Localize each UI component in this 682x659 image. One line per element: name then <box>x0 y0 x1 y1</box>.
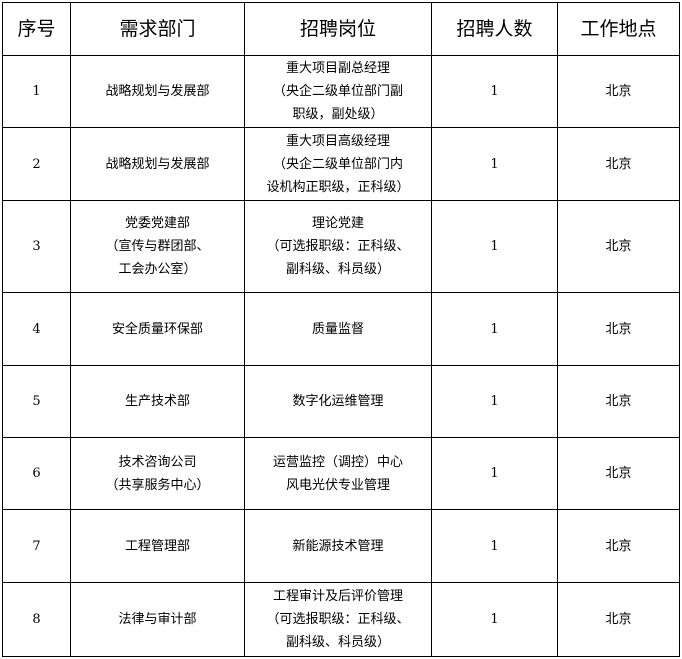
header-location: 工作地点 <box>557 2 680 56</box>
location: 北京 <box>557 582 680 657</box>
header-row: 序号 需求部门 招聘岗位 招聘人数 工作地点 <box>2 2 680 56</box>
department: 法律与审计部 <box>70 582 245 657</box>
department-line: （共享服务中心） <box>105 477 210 493</box>
headcount: 1 <box>431 509 558 583</box>
position: 重大项目副总经理 （央企二级单位部门副 职级，副处级） <box>244 55 432 128</box>
department-line: （宣传与群团部、 <box>105 239 210 254</box>
position: 新能源技术管理 <box>244 509 432 583</box>
position: 数字化运维管理 <box>244 365 432 438</box>
row-number: 1 <box>2 55 71 128</box>
row-number: 7 <box>2 509 71 583</box>
position: 理论党建 （可选报职级：正科级、 副科级、科员级） <box>244 200 432 293</box>
position-line: 工程审计及后评价管理 <box>272 589 403 604</box>
position-line: 理论党建 <box>311 216 364 231</box>
position-line: 重大项目副总经理 <box>285 61 390 76</box>
location: 北京 <box>557 365 680 438</box>
headcount: 1 <box>431 437 558 510</box>
header-no: 序号 <box>2 2 71 56</box>
department: 党委党建部 （宣传与群团部、 工会办公室） <box>70 200 245 293</box>
department-line: 工会办公室） <box>118 262 197 277</box>
position: 工程审计及后评价管理 （可选报职级：正科级、 副科级、科员级） <box>244 582 432 657</box>
table-row: 6 技术咨询公司 （共享服务中心） 运营监控（调控）中心 风电光伏专业管理 1 北京 <box>2 437 680 510</box>
department-line: 生产技术部 <box>124 394 190 409</box>
position-line: （央企二级单位部门内 <box>272 156 403 172</box>
table-row: 2 战略规划与发展部 重大项目高级经理 （央企二级单位部门内 设机构正职级，正科级） 1 北… <box>2 127 680 201</box>
row-number: 6 <box>2 437 71 510</box>
position-line: 副科级、科员级） <box>285 635 390 650</box>
department-line: 党委党建部 <box>124 216 190 231</box>
department: 战略规划与发展部 <box>70 127 245 201</box>
headcount: 1 <box>431 365 558 438</box>
location: 北京 <box>557 55 680 128</box>
position-line: 重大项目高级经理 <box>285 133 390 149</box>
headcount: 1 <box>431 582 558 657</box>
location: 北京 <box>557 200 680 293</box>
department: 工程管理部 <box>70 509 245 583</box>
position-line: 职级，副处级） <box>292 107 384 122</box>
position: 质量监督 <box>244 292 432 366</box>
row-number: 3 <box>2 200 71 293</box>
headcount: 1 <box>431 200 558 293</box>
table-row: 7 工程管理部 新能源技术管理 1 北京 <box>2 509 680 583</box>
position-line: 质量监督 <box>311 321 364 337</box>
position-line: （央企二级单位部门副 <box>272 84 403 99</box>
row-number: 8 <box>2 582 71 657</box>
header-dept: 需求部门 <box>70 2 245 56</box>
header-post: 招聘岗位 <box>244 2 432 56</box>
department: 技术咨询公司 （共享服务中心） <box>70 437 245 510</box>
department: 战略规划与发展部 <box>70 55 245 128</box>
headcount: 1 <box>431 127 558 201</box>
department-line: 战略规划与发展部 <box>105 156 210 172</box>
position-line: 风电光伏专业管理 <box>285 477 390 493</box>
department: 生产技术部 <box>70 365 245 438</box>
headcount: 1 <box>431 55 558 128</box>
department-line: 安全质量环保部 <box>111 321 203 337</box>
location: 北京 <box>557 127 680 201</box>
row-number: 2 <box>2 127 71 201</box>
row-number: 4 <box>2 292 71 366</box>
position-line: 副科级、科员级） <box>285 262 390 277</box>
position-line: 数字化运维管理 <box>292 394 384 409</box>
location: 北京 <box>557 437 680 510</box>
position-line: （可选报职级：正科级、 <box>266 239 410 254</box>
position-line: 设机构正职级，正科级） <box>266 179 410 195</box>
row-number: 5 <box>2 365 71 438</box>
department-line: 技术咨询公司 <box>118 454 197 470</box>
table-row: 3 党委党建部 （宣传与群团部、 工会办公室） 理论党建 （可选报职级：正科级、 副科级、科… <box>2 200 680 293</box>
position: 运营监控（调控）中心 风电光伏专业管理 <box>244 437 432 510</box>
position-line: 新能源技术管理 <box>292 538 384 554</box>
headcount: 1 <box>431 292 558 366</box>
department-line: 战略规划与发展部 <box>105 84 210 99</box>
location: 北京 <box>557 292 680 366</box>
table-row: 5 生产技术部 数字化运维管理 1 北京 <box>2 365 680 438</box>
location: 北京 <box>557 509 680 583</box>
position: 重大项目高级经理 （央企二级单位部门内 设机构正职级，正科级） <box>244 127 432 201</box>
position-line: 运营监控（调控）中心 <box>272 454 403 470</box>
header-count: 招聘人数 <box>431 2 558 56</box>
department-line: 工程管理部 <box>124 538 190 554</box>
department-line: 法律与审计部 <box>118 612 197 627</box>
position-line: （可选报职级：正科级、 <box>266 612 410 627</box>
table-row: 4 安全质量环保部 质量监督 1 北京 <box>2 292 680 366</box>
table-row: 8 法律与审计部 工程审计及后评价管理 （可选报职级：正科级、 副科级、科员级） 1 北京 <box>2 582 680 657</box>
table-row: 1 战略规划与发展部 重大项目副总经理 （央企二级单位部门副 职级，副处级） 1 北京 <box>2 55 680 128</box>
department: 安全质量环保部 <box>70 292 245 366</box>
